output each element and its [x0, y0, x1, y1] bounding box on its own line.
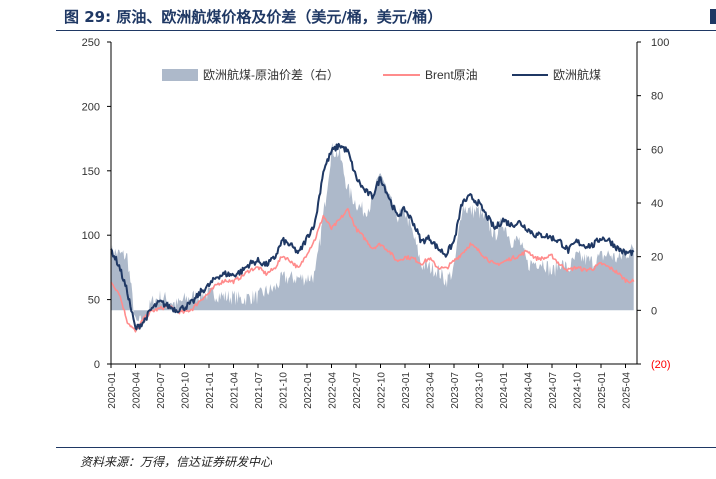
legend: 欧洲航煤-原油价差（右） Brent原油 欧洲航煤 [162, 67, 601, 82]
right-tick-label: 40 [651, 198, 663, 210]
figure-title: 图 29: 原油、欧洲航煤价格及价差（美元/桶，美元/桶） [64, 8, 443, 26]
x-tick-label: 2020-10 [181, 372, 192, 409]
left-tick-label: 50 [88, 295, 100, 307]
x-tick-label: 2023-04 [426, 372, 437, 409]
brent-line [110, 207, 635, 333]
x-tick-label: 2024-10 [573, 372, 584, 409]
x-tick-label: 2021-10 [279, 372, 290, 409]
right-tick-label: (20) [651, 359, 671, 371]
axes-layer: 0 50 100 150 200 250 (20) 0 20 40 60 80 100 2020-01 20… [82, 37, 671, 409]
x-tick-label: 2021-04 [230, 372, 241, 409]
footer-divider [56, 447, 716, 448]
legend-swatch-spread [162, 69, 198, 81]
left-tick-label: 0 [94, 359, 100, 371]
x-tick-label: 2025-01 [597, 372, 608, 409]
x-tick-label: 2023-07 [450, 372, 461, 409]
x-tick-label: 2021-07 [254, 372, 265, 409]
legend-label-spread: 欧洲航煤-原油价差（右） [203, 67, 339, 82]
jet-fuel-line [110, 142, 635, 331]
x-tick-label: 2021-01 [205, 372, 216, 409]
right-tick-label: 60 [651, 144, 663, 156]
x-tick-label: 2020-04 [132, 372, 143, 409]
source-note: 资料来源：万得，信达证券研发中心 [80, 455, 273, 469]
left-tick-label: 150 [82, 166, 100, 178]
right-tick-label: 100 [651, 37, 669, 49]
right-tick-label: 80 [651, 91, 663, 103]
left-tick-label: 250 [82, 37, 100, 49]
right-tick-label: 0 [651, 305, 657, 317]
x-tick-label: 2020-07 [156, 372, 167, 409]
x-tick-label: 2022-01 [303, 372, 314, 409]
title-divider [56, 30, 716, 31]
x-tick-label: 2022-04 [328, 372, 339, 409]
x-tick-label: 2024-07 [548, 372, 559, 409]
left-tick-label: 100 [82, 230, 100, 242]
x-tick-label: 2020-01 [107, 372, 118, 409]
legend-label-brent: Brent原油 [425, 68, 478, 82]
x-tick-label: 2024-04 [524, 372, 535, 409]
x-tick-label: 2023-10 [475, 372, 486, 409]
spread-area [111, 142, 634, 325]
x-tick-label: 2024-01 [499, 372, 510, 409]
left-tick-label: 200 [82, 101, 100, 113]
x-tick-label: 2022-10 [377, 372, 388, 409]
legend-label-jet: 欧洲航煤 [553, 67, 601, 82]
x-tick-label: 2023-01 [401, 372, 412, 409]
x-tick-label: 2025-04 [622, 372, 633, 409]
spread-area-layer [111, 142, 634, 325]
corner-mark [710, 9, 716, 24]
lines-layer [110, 142, 635, 333]
x-tick-label: 2022-07 [352, 372, 363, 409]
right-tick-label: 20 [651, 252, 663, 264]
